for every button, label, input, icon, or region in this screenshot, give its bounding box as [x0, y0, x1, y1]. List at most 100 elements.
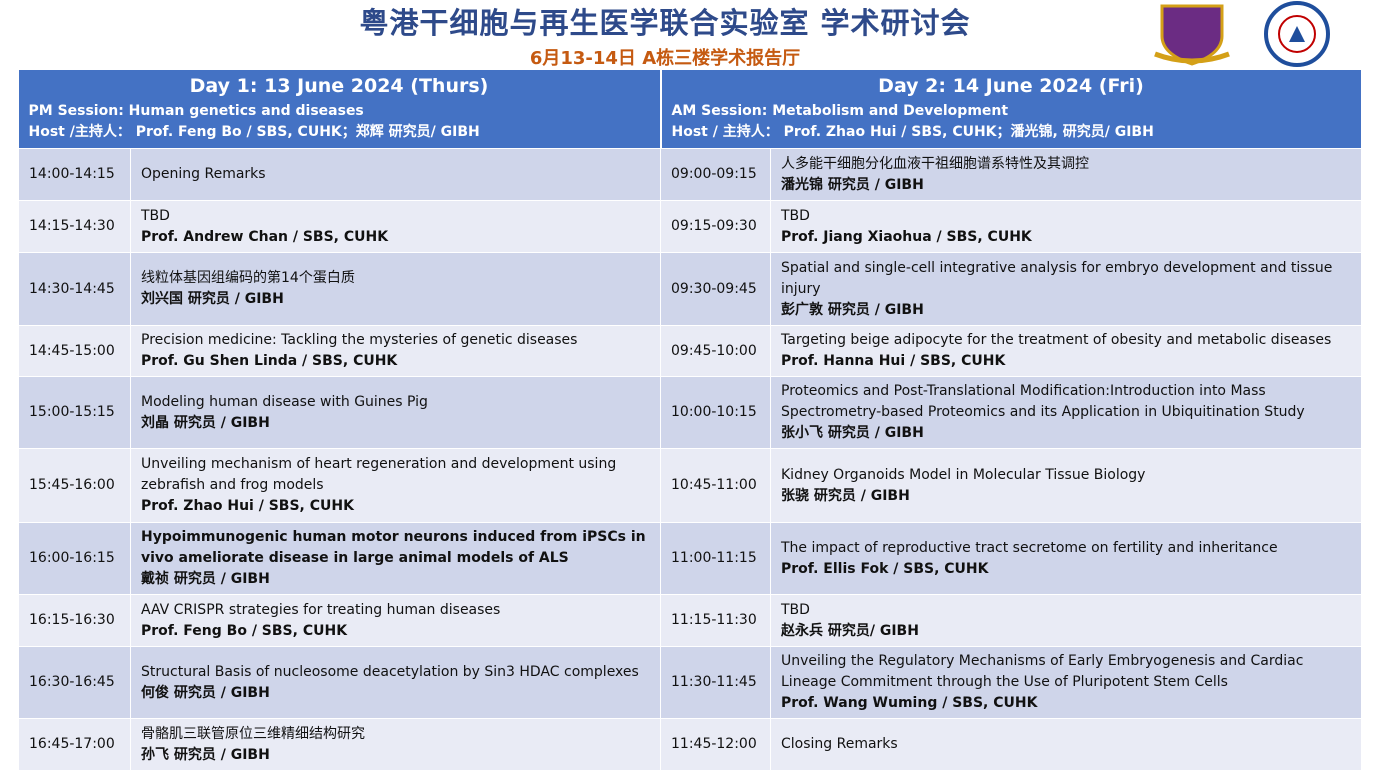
speaker: 刘晶 研究员 / GIBH	[141, 414, 270, 431]
talk-title: Targeting beige adipocyte for the treatm…	[781, 332, 1332, 348]
row: 14:30-14:45 线粒体基因组编码的第14个蛋白质 刘兴国 研究员 / GIB…	[18, 252, 1362, 326]
talk-title: Modeling human disease with Guines Pig	[141, 393, 428, 410]
talk: Unveiling mechanism of heart regeneratio…	[130, 448, 661, 523]
time: 15:00-15:15	[18, 376, 131, 449]
time: 14:15-14:30	[18, 200, 131, 253]
talk: Kidney Organoids Model in Molecular Tiss…	[770, 448, 1362, 523]
talk: 线粒体基因组编码的第14个蛋白质 刘兴国 研究员 / GIBH	[130, 252, 661, 326]
day-title: Day 2: 14 June 2024 (Fri)	[878, 75, 1144, 97]
talk: The impact of reproductive tract secreto…	[770, 522, 1362, 595]
talk: AAV CRISPR strategies for treating human…	[130, 594, 661, 647]
speaker: Prof. Andrew Chan / SBS, CUHK	[141, 228, 389, 245]
talk-title: TBD	[781, 601, 810, 618]
speaker: 戴祯 研究员 / GIBH	[141, 571, 270, 587]
talk-title: Spatial and single-cell integrative anal…	[781, 259, 1333, 297]
speaker: 何俊 研究员 / GIBH	[141, 684, 270, 701]
time: 16:30-16:45	[18, 646, 131, 719]
speaker: 张骁 研究员 / GIBH	[781, 487, 910, 504]
day-title: Day 1: 13 June 2024 (Thurs)	[189, 75, 489, 97]
talk: Opening Remarks	[130, 148, 661, 201]
time: 09:15-09:30	[660, 200, 771, 253]
speaker: Prof. Zhao Hui / SBS, CUHK	[141, 498, 354, 514]
talk-title: TBD	[781, 207, 810, 224]
speaker: 孙飞 研究员 / GIBH	[141, 746, 270, 763]
time: 09:45-10:00	[660, 325, 771, 377]
talk-title: Opening Remarks	[141, 166, 266, 182]
talk-title: Closing Remarks	[781, 736, 898, 752]
talk-title: Structural Basis of nucleosome deacetyla…	[141, 663, 639, 680]
talk-title: 骨骼肌三联管原位三维精细结构研究	[141, 725, 365, 742]
cuhk-logo	[1154, 4, 1230, 66]
speaker: Prof. Ellis Fok / SBS, CUHK	[781, 560, 989, 577]
time: 16:45-17:00	[18, 718, 131, 771]
time: 10:45-11:00	[660, 448, 771, 523]
time: 16:15-16:30	[18, 594, 131, 647]
talk: Spatial and single-cell integrative anal…	[770, 252, 1362, 326]
speaker: 潘光锦 研究员 / GIBH	[781, 176, 924, 193]
speaker: Prof. Jiang Xiaohua / SBS, CUHK	[781, 228, 1032, 245]
time: 14:30-14:45	[18, 252, 131, 326]
talk-title: AAV CRISPR strategies for treating human…	[141, 601, 501, 618]
logos	[1154, 1, 1330, 67]
talk-title: 线粒体基因组编码的第14个蛋白质	[141, 270, 355, 286]
talk: Structural Basis of nucleosome deacetyla…	[130, 646, 661, 719]
row: 16:15-16:30 AAV CRISPR strategies for tre…	[18, 594, 1362, 647]
time: 09:00-09:15	[660, 148, 771, 201]
talk: Hypoimmunogenic human motor neurons indu…	[130, 522, 661, 595]
talk: Unveiling the Regulatory Mechanisms of E…	[770, 646, 1362, 719]
talk-title: Kidney Organoids Model in Molecular Tiss…	[781, 466, 1146, 483]
talk-title: Unveiling the Regulatory Mechanisms of E…	[781, 653, 1304, 690]
subtitle: 6月13-14日 A栋三楼学术报告厅	[529, 48, 801, 69]
talk: TBD Prof. Andrew Chan / SBS, CUHK	[130, 200, 661, 253]
talk-title: TBD	[141, 207, 170, 224]
schedule: Day 1: 13 June 2024 (Thurs) PM Session: H…	[18, 70, 1363, 771]
row: 14:15-14:30 TBD Prof. Andrew Chan / SBS, C…	[18, 200, 1362, 253]
day-header: Day 2: 14 June 2024 (Fri) AM Session: Met…	[660, 70, 1363, 149]
speaker: 张小飞 研究员 / GIBH	[781, 425, 924, 441]
time: 15:45-16:00	[18, 448, 131, 523]
talk: Closing Remarks	[770, 718, 1362, 771]
time: 11:15-11:30	[660, 594, 771, 647]
speaker: Prof. Gu Shen Linda / SBS, CUHK	[141, 353, 398, 369]
talk: Proteomics and Post-Translational Modifi…	[770, 376, 1362, 449]
time: 14:00-14:15	[18, 148, 131, 201]
row: 15:45-16:00 Unveiling mechanism of heart …	[18, 448, 1362, 523]
time: 16:00-16:15	[18, 522, 131, 595]
time: 11:45-12:00	[660, 718, 771, 771]
time: 11:00-11:15	[660, 522, 771, 595]
row: 16:00-16:15 Hypoimmunogenic human motor n…	[18, 522, 1362, 595]
speaker: 彭广敦 研究员 / GIBH	[781, 301, 924, 318]
speaker: Prof. Hanna Hui / SBS, CUHK	[781, 353, 1006, 369]
time: 14:45-15:00	[18, 325, 131, 377]
talk: 骨骼肌三联管原位三维精细结构研究 孙飞 研究员 / GIBH	[130, 718, 661, 771]
host: Host /主持人： Prof. Feng Bo / SBS, CUHK；郑辉 …	[28, 124, 480, 140]
day-header: Day 1: 13 June 2024 (Thurs) PM Session: H…	[18, 70, 662, 149]
talk-title: Unveiling mechanism of heart regeneratio…	[141, 456, 617, 493]
row: 15:00-15:15 Modeling human disease with G…	[18, 376, 1362, 449]
speaker: 赵永兵 研究员/ GIBH	[781, 622, 919, 639]
talk-title: Precision medicine: Tackling the mysteri…	[141, 332, 578, 348]
talk-title: The impact of reproductive tract secreto…	[781, 539, 1278, 556]
talk-title: 人多能干细胞分化血液干祖细胞谱系特性及其调控	[781, 155, 1089, 172]
time: 10:00-10:15	[660, 376, 771, 449]
talk: Precision medicine: Tackling the mysteri…	[130, 325, 661, 377]
row: 16:30-16:45 Structural Basis of nucleosom…	[18, 646, 1362, 719]
speaker: 刘兴国 研究员 / GIBH	[141, 291, 284, 307]
row: 14:45-15:00 Precision medicine: Tackling …	[18, 325, 1362, 377]
row: 16:45-17:00 骨骼肌三联管原位三维精细结构研究 孙飞 研究员 / GIBH…	[18, 718, 1362, 771]
talk: TBD Prof. Jiang Xiaohua / SBS, CUHK	[770, 200, 1362, 253]
session: PM Session: Human genetics and diseases	[28, 103, 364, 119]
speaker: Prof. Feng Bo / SBS, CUHK	[141, 622, 348, 639]
title: 粤港干细胞与再生医学联合实验室 学术研讨会	[359, 6, 971, 40]
talk-title: Proteomics and Post-Translational Modifi…	[781, 383, 1305, 420]
host: Host / 主持人： Prof. Zhao Hui / SBS, CUHK；潘…	[671, 124, 1154, 140]
session: AM Session: Metabolism and Development	[671, 103, 1009, 119]
time: 09:30-09:45	[660, 252, 771, 326]
row: 14:00-14:15 Opening Remarks 09:00-09:15 人多能…	[18, 148, 1362, 201]
time: 11:30-11:45	[660, 646, 771, 719]
gibh-logo	[1264, 1, 1330, 67]
talk: TBD 赵永兵 研究员/ GIBH	[770, 594, 1362, 647]
speaker: Prof. Wang Wuming / SBS, CUHK	[781, 695, 1038, 711]
